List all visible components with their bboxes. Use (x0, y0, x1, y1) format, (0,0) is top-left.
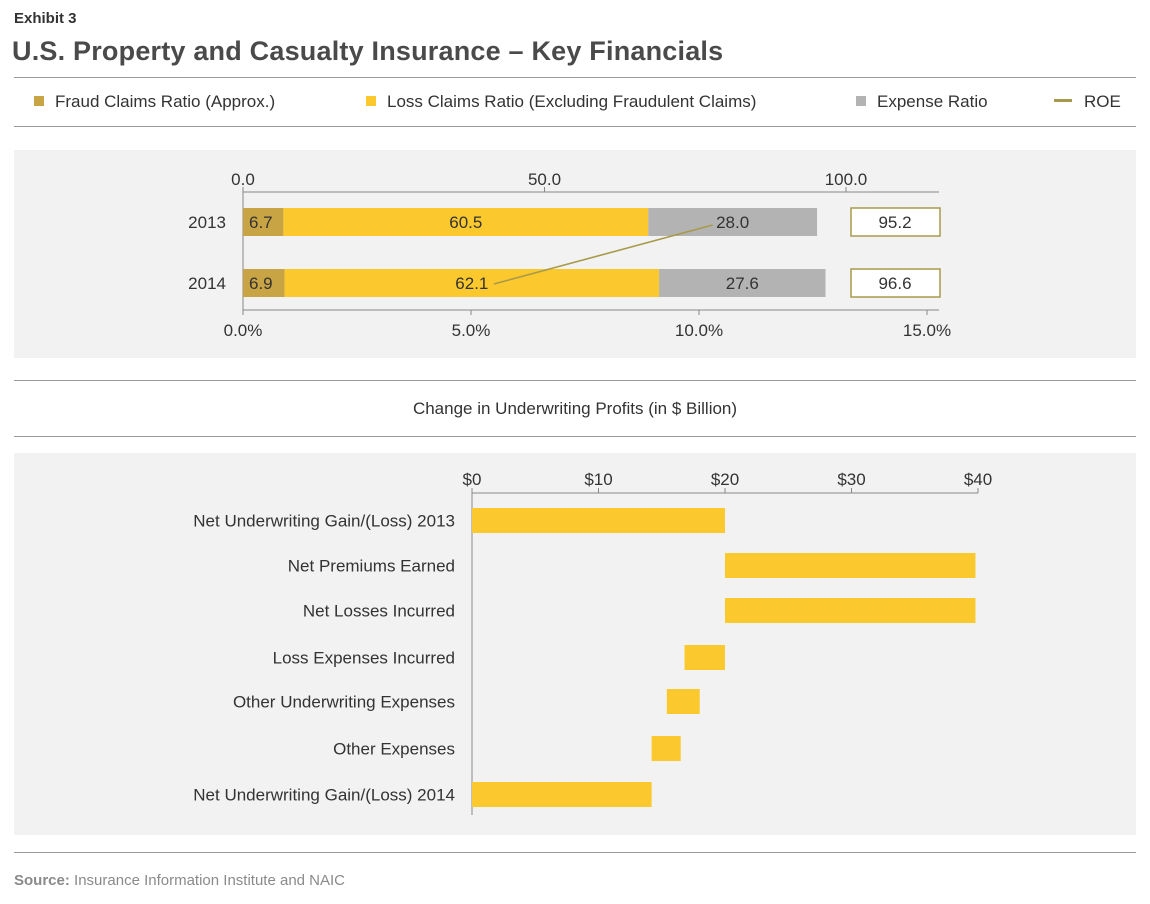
roe-line (493, 224, 713, 285)
top-tick-label: 100.0 (825, 170, 868, 189)
tick-label: $40 (964, 470, 992, 489)
divider (14, 77, 1136, 78)
bottom-tick-label: 5.0% (452, 321, 491, 340)
waterfall-bar (472, 782, 652, 807)
legend-item-loss: Loss Claims Ratio (Excluding Fraudulent … (366, 92, 756, 112)
legend-line (1054, 99, 1072, 102)
top-tick-label: 50.0 (528, 170, 561, 189)
source-text: Insurance Information Institute and NAIC (74, 872, 346, 889)
category-label: Net Underwriting Gain/(Loss) 2014 (193, 786, 455, 805)
total-box (850, 268, 941, 298)
waterfall-bar (666, 689, 700, 714)
bottom-tick-label: 10.0% (675, 321, 723, 340)
underwriting-chart-panel: $0 $10 $20 $30 $40 Net Underwriting Gain/(Los… (14, 453, 1136, 835)
legend-swatch (34, 96, 44, 106)
bar-segment (243, 208, 284, 236)
waterfall-bar (725, 598, 976, 623)
legend-item-roe: ROE (1054, 92, 1121, 112)
bar-segment (648, 208, 818, 236)
waterfall-bar (725, 553, 976, 578)
data-label: 62.1 (455, 274, 488, 293)
legend-item-fraud: Fraud Claims Ratio (Approx.) (34, 92, 275, 112)
tick-label: $20 (711, 470, 739, 489)
tick-label: $0 (463, 470, 482, 489)
top-tick-label: 0.0 (231, 170, 255, 189)
total-label: 96.6 (878, 274, 911, 293)
combined-ratio-chart-panel: 0.0 50.0 100.0 2013 6.7 60.5 28.0 95.2 2014 6.9 62… (14, 150, 1136, 358)
total-box (850, 207, 941, 237)
category-label: Other Expenses (333, 740, 455, 759)
page-title: U.S. Property and Casualty Insurance – K… (12, 36, 724, 66)
tick-label: $10 (584, 470, 612, 489)
category-label: Net Losses Incurred (303, 602, 455, 621)
legend-label: ROE (1084, 92, 1121, 111)
bar-segment (659, 269, 826, 297)
source-note: Source: Insurance Information Institute … (14, 872, 345, 889)
category-label: 2014 (188, 274, 226, 293)
data-label: 6.7 (249, 213, 273, 232)
category-label: Other Underwriting Expenses (233, 693, 455, 712)
bar-segment (283, 208, 649, 236)
divider (14, 852, 1136, 853)
divider (14, 126, 1136, 127)
source-label: Source: (14, 872, 70, 889)
category-label: 2013 (188, 213, 226, 232)
waterfall-bar (472, 508, 725, 533)
legend-swatch (856, 96, 866, 106)
category-label: Net Underwriting Gain/(Loss) 2013 (193, 512, 455, 531)
divider (14, 436, 1136, 437)
category-label: Loss Expenses Incurred (273, 649, 455, 668)
chart-subtitle: Change in Underwriting Profits (in $ Bil… (412, 399, 738, 418)
chart-legend: Fraud Claims Ratio (Approx.) Loss Claims… (14, 84, 1136, 122)
legend-label: Expense Ratio (877, 92, 988, 111)
total-label: 95.2 (878, 213, 911, 232)
bottom-tick-label: 15.0% (903, 321, 951, 340)
bar-segment (243, 269, 285, 297)
bottom-tick-label: 0.0% (224, 321, 263, 340)
bar-segment (284, 269, 660, 297)
legend-label: Loss Claims Ratio (Excluding Fraudulent … (387, 92, 757, 111)
data-label: 27.6 (726, 274, 759, 293)
data-label: 28.0 (716, 213, 749, 232)
exhibit-label: Exhibit 3 (14, 10, 77, 27)
tick-label: $30 (837, 470, 865, 489)
category-label: Net Premiums Earned (288, 557, 455, 576)
legend-item-expense: Expense Ratio (856, 92, 988, 112)
data-label: 6.9 (249, 274, 273, 293)
legend-swatch (366, 96, 376, 106)
combined-ratio-chart: 0.0 50.0 100.0 2013 6.7 60.5 28.0 95.2 2014 6.9 62… (188, 170, 951, 340)
waterfall-bar (684, 645, 725, 670)
divider (14, 380, 1136, 381)
waterfall-bar (651, 736, 681, 761)
underwriting-profits-chart: $0 $10 $20 $30 $40 Net Underwriting Gain/(Los… (193, 470, 992, 815)
data-label: 60.5 (449, 213, 482, 232)
legend-label: Fraud Claims Ratio (Approx.) (55, 92, 276, 111)
